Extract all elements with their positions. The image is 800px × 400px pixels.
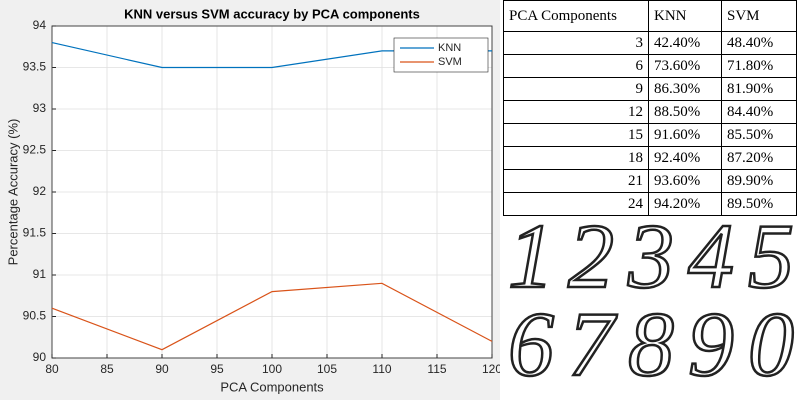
- chart: KNN versus SVM accuracy by PCA component…: [0, 0, 500, 400]
- table-cell: 9: [503, 77, 649, 101]
- table-cell: 93.60%: [648, 169, 722, 193]
- data-table: PCA Components KNN SVM 3 42.40% 48.40% 6 73.60%…: [503, 0, 797, 216]
- table-cell: 88.50%: [648, 100, 722, 124]
- table-header-row: PCA Components KNN SVM: [503, 0, 797, 32]
- chart-title: KNN versus SVM accuracy by PCA component…: [124, 6, 420, 21]
- table-cell: 48.40%: [721, 31, 797, 55]
- table-cell: 81.90%: [721, 77, 797, 101]
- y-tick-label: 93: [33, 101, 47, 115]
- table-cell: 18: [503, 146, 649, 170]
- y-tick-label: 90: [33, 350, 47, 364]
- x-tick-label: 95: [210, 362, 224, 376]
- table-cell: 89.50%: [721, 192, 797, 216]
- table-row: 18 92.40% 87.20%: [503, 146, 797, 170]
- table-cell: 87.20%: [721, 146, 797, 170]
- x-tick-label: 105: [317, 362, 337, 376]
- table-cell: 84.40%: [721, 100, 797, 124]
- table-cell: 86.30%: [648, 77, 722, 101]
- x-tick-label: 85: [100, 362, 114, 376]
- plot-frame: [51, 25, 493, 359]
- table-cell: 15: [503, 123, 649, 147]
- legend-label: SVM: [438, 56, 462, 68]
- table-row: 3 42.40% 48.40%: [503, 31, 797, 55]
- table-cell: 21: [503, 169, 649, 193]
- table-row: 21 93.60% 89.90%: [503, 169, 797, 193]
- table-cell: 89.90%: [721, 169, 797, 193]
- y-axis-label: Percentage Accuracy (%): [5, 119, 20, 266]
- table-row: 15 91.60% 85.50%: [503, 123, 797, 147]
- y-tick-label: 91: [33, 267, 47, 281]
- table-cell: 3: [503, 31, 649, 55]
- y-tick-label: 94: [33, 18, 47, 32]
- table-cell: 85.50%: [721, 123, 797, 147]
- table-cell: 24: [503, 192, 649, 216]
- x-tick-label: 90: [155, 362, 169, 376]
- table-header-cell: KNN: [648, 0, 722, 32]
- y-tick-label: 91.5: [23, 226, 47, 240]
- x-tick-label: 80: [45, 362, 59, 376]
- table-cell: 6: [503, 54, 649, 78]
- table-row: 12 88.50% 84.40%: [503, 100, 797, 124]
- legend-label: KNN: [438, 42, 461, 54]
- table-cell: 12: [503, 100, 649, 124]
- table-header-cell: PCA Components: [503, 0, 649, 32]
- line-series: [51, 282, 493, 351]
- x-tick-label: 110: [372, 362, 391, 376]
- y-tick-label: 90.5: [23, 309, 47, 323]
- y-tick-label: 92: [33, 184, 47, 198]
- table-cell: 91.60%: [648, 123, 722, 147]
- x-tick-label: 100: [262, 362, 282, 376]
- table-cell: 92.40%: [648, 146, 722, 170]
- y-tick-label: 93.5: [23, 60, 47, 74]
- table-cell: 42.40%: [648, 31, 722, 55]
- table-row: 6 73.60% 71.80%: [503, 54, 797, 78]
- table-cell: 71.80%: [721, 54, 797, 78]
- legend-box: [393, 37, 489, 73]
- x-tick-label: 115: [427, 362, 446, 376]
- table-row: 9 86.30% 81.90%: [503, 77, 797, 101]
- digit-row: 67890: [508, 293, 794, 395]
- table-header-cell: SVM: [721, 0, 797, 32]
- x-axis-label: PCA Components: [220, 379, 324, 394]
- table-cell: 94.20%: [648, 192, 722, 216]
- x-tick-label: 120: [482, 362, 500, 376]
- table-row: 24 94.20% 89.50%: [503, 192, 797, 216]
- y-tick-label: 92.5: [23, 143, 47, 157]
- table-cell: 73.60%: [648, 54, 722, 78]
